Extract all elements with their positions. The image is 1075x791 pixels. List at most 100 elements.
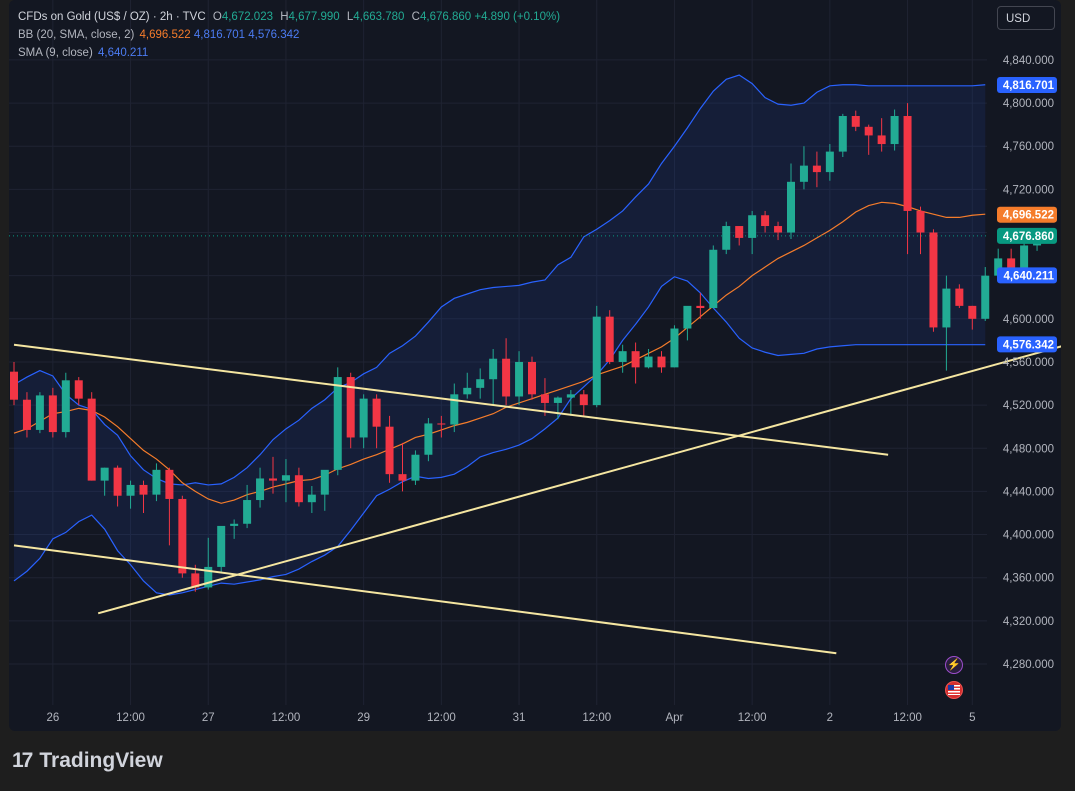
legend-ohlc-row: CFDs on Gold (US$ / OZ) · 2h · TVC O 4,67… — [18, 8, 560, 26]
candle-bear — [761, 215, 770, 227]
y-tick-label: 4,560.000 — [1003, 357, 1054, 369]
sma-label[interactable]: SMA (9, close) — [18, 47, 93, 59]
candle-bull — [799, 165, 808, 182]
candle-bull — [35, 395, 44, 430]
bb-fill — [14, 75, 986, 595]
bb-upper-value: 4,816.701 — [193, 29, 246, 41]
candle-bear — [372, 398, 381, 427]
change-value: +4.890 (+0.10%) — [474, 11, 561, 23]
candle-bull — [709, 249, 718, 309]
candle-bear — [528, 361, 536, 395]
price-tag — [997, 336, 1057, 353]
x-tick-label: 5 — [969, 712, 975, 724]
legend-bb-row: BB (20, SMA, close, 2) 4,696.522 4,816.7… — [18, 26, 560, 44]
candle-bear — [269, 478, 277, 481]
tradingview-logo[interactable]: 17 TradingView — [12, 749, 163, 773]
x-tick-label: 31 — [513, 712, 526, 724]
us-flag-icon[interactable] — [945, 681, 963, 699]
candle-bull — [463, 387, 472, 395]
candle-bear — [877, 135, 886, 145]
candle-bear — [385, 426, 394, 475]
candle-bear — [139, 484, 148, 495]
bb-basis-value: 4,696.522 — [139, 29, 191, 41]
legend-sma-row: SMA (9, close) 4,640.211 — [18, 44, 560, 62]
trendline — [13, 343, 889, 456]
candle-bear — [605, 316, 614, 362]
candle-bear — [735, 226, 744, 238]
candle-bear — [502, 358, 511, 397]
candle-bull — [61, 380, 70, 433]
candle-bull — [748, 215, 757, 238]
trendline — [97, 345, 1061, 615]
y-tick-label: 4,600.000 — [1003, 314, 1054, 326]
candle-bull — [981, 275, 990, 319]
tradingview-mark-icon: 17 — [12, 749, 33, 772]
candle-bull — [489, 358, 498, 380]
chart-frame[interactable]: 4,840.0004,800.0004,760.0004,720.0004,68… — [9, 0, 1061, 731]
candle-bull — [320, 469, 329, 495]
lightning-icon[interactable]: ⚡ — [945, 656, 963, 674]
x-tick-label: 29 — [357, 712, 370, 724]
candle-bear — [10, 371, 18, 400]
candle-bear — [294, 475, 303, 503]
candle-bear — [22, 399, 31, 430]
candle-bear — [74, 380, 83, 399]
candle-bear — [696, 305, 705, 309]
price-tag — [997, 227, 1057, 244]
candle-bull — [450, 394, 459, 425]
candle-bear — [48, 395, 57, 433]
x-tick-label: 27 — [202, 712, 215, 724]
candle-bull — [424, 423, 433, 455]
chart-legend: CFDs on Gold (US$ / OZ) · 2h · TVC O 4,67… — [18, 8, 560, 62]
candle-bear — [631, 351, 640, 368]
close-value: 4,676.860 — [419, 11, 472, 23]
y-tick-label: 4,520.000 — [1003, 400, 1054, 412]
y-tick-label: 4,760.000 — [1003, 141, 1054, 153]
plot-area — [9, 0, 987, 705]
bb-label[interactable]: BB (20, SMA, close, 2) — [18, 29, 135, 41]
price-tag — [997, 206, 1057, 223]
candle-bull — [683, 305, 692, 329]
open-label: O — [212, 11, 222, 23]
x-tick-label: 26 — [46, 712, 59, 724]
price-tag-label: 4,576.342 — [1003, 339, 1054, 351]
candle-bear — [955, 288, 964, 306]
y-tick-label: 4,280.000 — [1003, 659, 1054, 671]
low-label: L — [346, 11, 354, 23]
bb-lower-value: 4,576.342 — [248, 29, 300, 41]
candle-bull — [618, 351, 627, 362]
x-tick-label: Apr — [665, 712, 683, 724]
candle-bull — [592, 316, 601, 406]
high-value: 4,677.990 — [288, 11, 340, 23]
candle-bull — [243, 500, 252, 524]
candle-bull — [359, 398, 368, 438]
candle-bull — [217, 525, 226, 567]
symbol-label[interactable]: CFDs on Gold (US$ / OZ) · 2h · TVC — [18, 11, 206, 23]
x-tick-label: 12:00 — [582, 712, 611, 724]
candle-bull — [100, 467, 109, 481]
y-tick-label: 4,400.000 — [1003, 530, 1054, 542]
candle-bull — [566, 394, 575, 398]
sma-value: 4,640.211 — [97, 47, 149, 59]
candle-bull — [644, 356, 653, 368]
price-tag-label: 4,816.701 — [1003, 80, 1055, 92]
candle-bear — [657, 356, 666, 368]
price-tag-label: 4,640.211 — [1003, 270, 1054, 282]
price-tag-label: 4,676.860 — [1003, 231, 1054, 243]
candle-bull — [333, 377, 342, 470]
candle-bull — [204, 566, 213, 588]
currency-button[interactable]: USD — [997, 6, 1055, 30]
candle-bear — [1007, 258, 1016, 271]
candle-bear — [812, 165, 821, 173]
candle-bear — [113, 467, 122, 496]
candle-bull — [1020, 245, 1029, 271]
low-value: 4,663.780 — [353, 11, 405, 23]
candle-bull — [787, 181, 795, 233]
brand-name: TradingView — [39, 749, 163, 772]
candle-bull — [281, 475, 290, 481]
candle-bear — [346, 377, 355, 438]
chart-plot[interactable]: 4,840.0004,800.0004,760.0004,720.0004,68… — [9, 0, 1061, 731]
y-tick-label: 4,720.000 — [1003, 184, 1054, 196]
candle-bear — [968, 305, 977, 319]
bb-upper-line — [13, 74, 986, 486]
